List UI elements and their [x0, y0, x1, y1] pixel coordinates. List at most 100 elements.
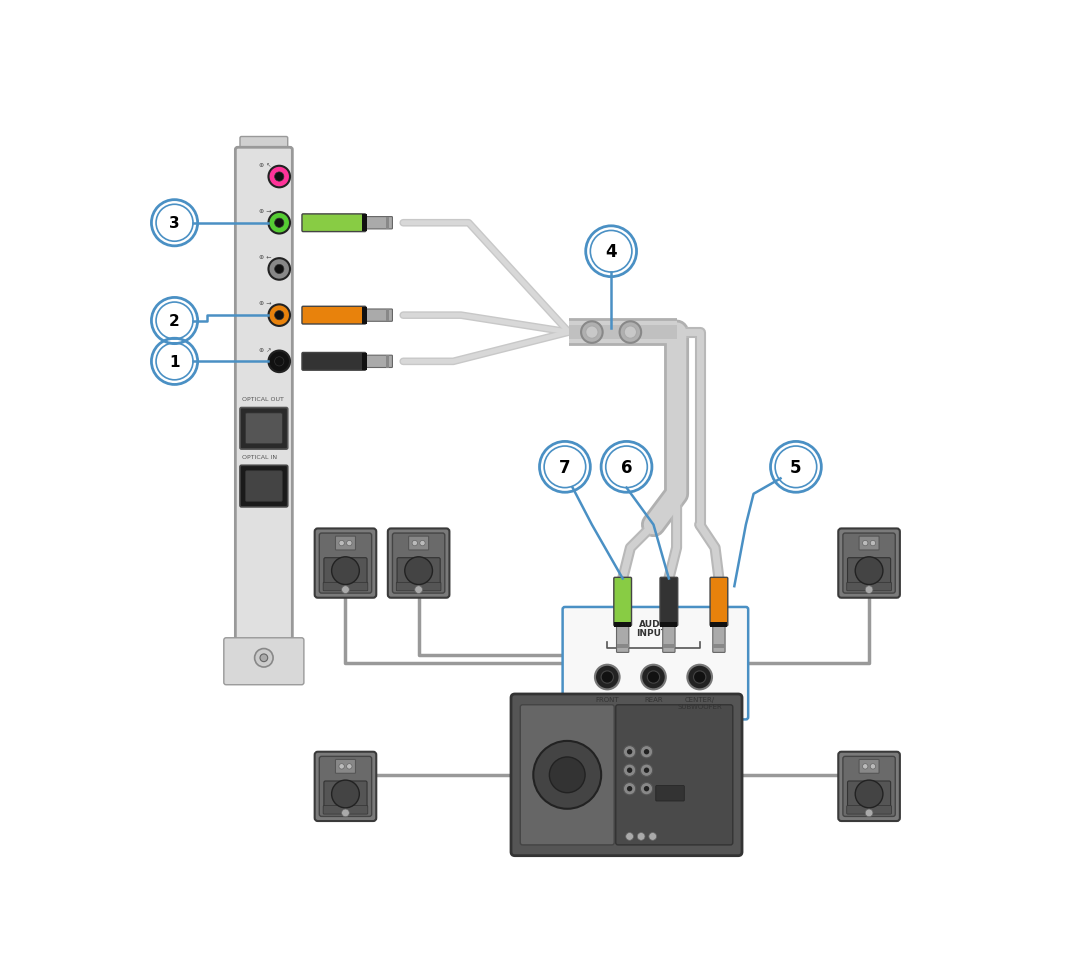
FancyBboxPatch shape — [240, 466, 288, 508]
Circle shape — [342, 586, 350, 594]
FancyBboxPatch shape — [240, 408, 288, 450]
FancyBboxPatch shape — [843, 534, 896, 594]
Circle shape — [644, 768, 650, 774]
FancyBboxPatch shape — [315, 752, 377, 822]
Text: 1: 1 — [169, 354, 180, 370]
Text: REAR: REAR — [644, 695, 663, 702]
Text: 2: 2 — [169, 314, 180, 329]
Text: ⊕ →: ⊕ → — [259, 208, 272, 214]
FancyBboxPatch shape — [656, 785, 684, 801]
FancyBboxPatch shape — [323, 806, 368, 815]
Circle shape — [275, 311, 284, 321]
Text: FRONT: FRONT — [596, 695, 619, 702]
Circle shape — [624, 746, 636, 758]
FancyBboxPatch shape — [713, 624, 725, 652]
Circle shape — [260, 654, 268, 662]
Circle shape — [862, 764, 868, 770]
Circle shape — [414, 586, 423, 594]
Text: 5: 5 — [790, 459, 802, 476]
Circle shape — [647, 671, 659, 684]
Text: 7: 7 — [559, 459, 571, 476]
Circle shape — [269, 213, 290, 235]
Text: 3: 3 — [169, 216, 180, 231]
Circle shape — [346, 764, 352, 770]
FancyBboxPatch shape — [235, 148, 292, 674]
FancyBboxPatch shape — [302, 307, 366, 325]
FancyBboxPatch shape — [660, 578, 678, 626]
Circle shape — [269, 305, 290, 327]
FancyBboxPatch shape — [562, 607, 748, 720]
Bar — [616, 645, 629, 648]
Bar — [363, 353, 367, 371]
Circle shape — [346, 541, 352, 546]
FancyBboxPatch shape — [847, 806, 891, 815]
Circle shape — [856, 557, 883, 585]
Circle shape — [275, 265, 284, 274]
Circle shape — [269, 166, 290, 188]
Circle shape — [331, 557, 359, 585]
FancyBboxPatch shape — [843, 757, 896, 817]
Bar — [363, 307, 367, 325]
FancyBboxPatch shape — [396, 583, 441, 591]
Circle shape — [627, 749, 632, 755]
Circle shape — [275, 173, 284, 182]
FancyBboxPatch shape — [614, 578, 631, 626]
FancyBboxPatch shape — [511, 694, 742, 856]
Text: 6: 6 — [620, 459, 632, 476]
Circle shape — [624, 782, 636, 795]
Circle shape — [641, 665, 666, 689]
Circle shape — [644, 786, 650, 791]
Bar — [663, 645, 675, 648]
Circle shape — [601, 671, 614, 684]
Text: ⊕ →: ⊕ → — [259, 301, 272, 306]
Circle shape — [627, 768, 632, 774]
FancyBboxPatch shape — [302, 214, 366, 233]
FancyBboxPatch shape — [393, 534, 445, 594]
Bar — [710, 623, 727, 627]
FancyBboxPatch shape — [223, 638, 304, 685]
Circle shape — [687, 665, 712, 689]
FancyBboxPatch shape — [616, 624, 629, 652]
FancyBboxPatch shape — [710, 578, 727, 626]
FancyBboxPatch shape — [838, 752, 900, 822]
FancyBboxPatch shape — [859, 537, 879, 551]
Circle shape — [871, 764, 876, 770]
Text: INPUTS: INPUTS — [637, 628, 674, 638]
Circle shape — [339, 541, 344, 546]
Circle shape — [595, 665, 619, 689]
Circle shape — [856, 780, 883, 808]
Circle shape — [549, 757, 585, 793]
FancyBboxPatch shape — [838, 529, 900, 599]
Circle shape — [865, 809, 873, 817]
FancyBboxPatch shape — [319, 757, 371, 817]
FancyBboxPatch shape — [847, 781, 890, 808]
Circle shape — [640, 746, 653, 758]
FancyBboxPatch shape — [663, 624, 675, 652]
FancyBboxPatch shape — [616, 705, 733, 845]
FancyBboxPatch shape — [847, 558, 890, 585]
Circle shape — [582, 322, 603, 343]
FancyBboxPatch shape — [319, 534, 371, 594]
Circle shape — [865, 586, 873, 594]
Circle shape — [626, 832, 633, 840]
FancyBboxPatch shape — [302, 353, 366, 371]
Text: 4: 4 — [605, 243, 617, 261]
FancyBboxPatch shape — [364, 310, 393, 322]
FancyBboxPatch shape — [240, 137, 288, 155]
FancyBboxPatch shape — [324, 781, 367, 808]
Text: ⊕ ↗: ⊕ ↗ — [259, 347, 272, 352]
Circle shape — [640, 764, 653, 777]
Circle shape — [862, 541, 868, 546]
FancyBboxPatch shape — [245, 414, 283, 444]
FancyBboxPatch shape — [324, 558, 367, 585]
Circle shape — [331, 780, 359, 808]
FancyBboxPatch shape — [315, 529, 377, 599]
Circle shape — [275, 219, 284, 228]
Bar — [713, 645, 725, 648]
FancyBboxPatch shape — [336, 537, 355, 551]
Circle shape — [420, 541, 425, 546]
Circle shape — [694, 671, 706, 684]
FancyBboxPatch shape — [847, 583, 891, 591]
Text: OPTICAL IN: OPTICAL IN — [242, 454, 276, 459]
Circle shape — [405, 557, 433, 585]
